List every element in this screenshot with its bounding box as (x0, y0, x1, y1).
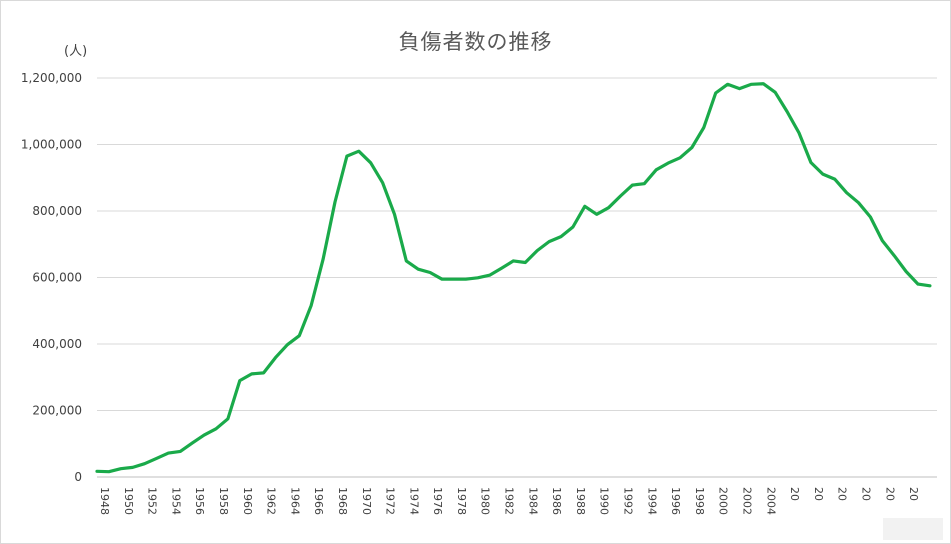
watermark-overlay (883, 518, 943, 540)
y-tick-label: 600,000 (32, 271, 82, 285)
x-tick-label: 1964 (288, 487, 301, 515)
y-tick-label: 0 (74, 470, 82, 484)
x-tick-label: 20 (859, 487, 872, 501)
x-tick-label: 1954 (169, 487, 182, 515)
x-tick-label: 1952 (146, 487, 159, 515)
chart-title: 負傷者数の推移 (398, 30, 553, 54)
x-tick-label: 20 (812, 487, 825, 501)
x-tick-label: 20 (788, 487, 801, 501)
x-tick-label: 1990 (598, 487, 611, 515)
x-tick-label: 1980 (479, 487, 492, 515)
x-tick-label: 1962 (265, 487, 278, 515)
x-tick-label: 1974 (407, 487, 420, 515)
x-tick-label: 1996 (669, 487, 682, 515)
x-tick-label: 1982 (503, 487, 516, 515)
x-tick-label: 20 (883, 487, 896, 501)
x-tick-label: 1960 (241, 487, 254, 515)
y-tick-label: 1,000,000 (21, 138, 82, 152)
x-tick-label: 1950 (122, 487, 135, 515)
x-tick-label: 1998 (693, 487, 706, 515)
y-tick-label: 200,000 (32, 404, 82, 418)
x-tick-label: 1972 (384, 487, 397, 515)
x-tick-label: 2002 (740, 487, 753, 515)
x-tick-label: 2000 (717, 487, 730, 515)
x-tick-label: 1994 (645, 487, 658, 515)
x-tick-label: 2004 (764, 487, 777, 515)
series-line (95, 82, 932, 474)
y-tick-label: 1,200,000 (21, 71, 82, 85)
x-tick-label: 1984 (526, 487, 539, 515)
x-tick-label: 20 (907, 487, 920, 501)
y-tick-label: 800,000 (32, 204, 82, 218)
x-tick-label: 1992 (622, 487, 635, 515)
x-tick-label: 1986 (550, 487, 563, 515)
x-tick-label: 1976 (431, 487, 444, 515)
x-tick-label: 1958 (217, 487, 230, 515)
x-axis-ticks: 1948 1950 1952 1954 1956 1958 1960 1962 1964 1966… (98, 487, 920, 515)
x-tick-label: 1988 (574, 487, 587, 515)
x-tick-label: 20 (836, 487, 849, 501)
x-tick-label: 1956 (193, 487, 206, 515)
x-tick-label: 1970 (360, 487, 373, 515)
y-tick-label: 400,000 (32, 337, 82, 351)
x-tick-label: 1948 (98, 487, 111, 515)
y-axis-unit-label: (人) (64, 44, 88, 59)
x-tick-label: 1968 (336, 487, 349, 515)
series-layer (95, 82, 932, 474)
gridlines (97, 77, 937, 411)
x-tick-label: 1978 (455, 487, 468, 515)
x-tick-label: 1966 (312, 487, 325, 515)
y-axis-ticks: 0 200,000 400,000 600,000 800,000 1,000,000 1,… (21, 71, 82, 484)
